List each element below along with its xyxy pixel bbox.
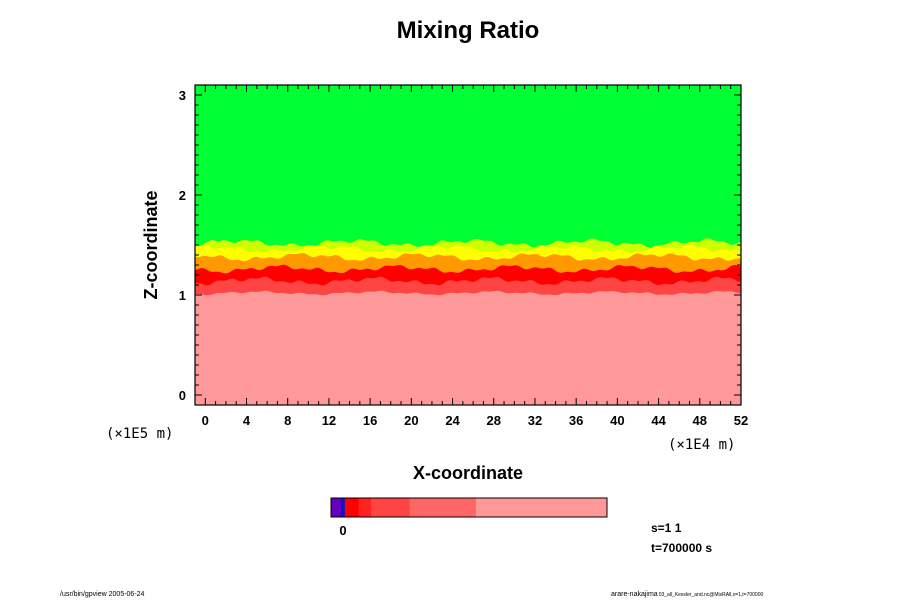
layer-lower <box>195 290 741 405</box>
colorbar-segment <box>475 498 608 517</box>
colorbar-segment <box>358 498 372 517</box>
x-tick-label: 20 <box>404 413 418 428</box>
colorbar-segment <box>371 498 411 517</box>
x-tick-label: 52 <box>734 413 748 428</box>
x-tick-label: 44 <box>651 413 666 428</box>
x-tick-label: 32 <box>528 413 542 428</box>
x-tick-label: 16 <box>363 413 377 428</box>
x-tick-label: 36 <box>569 413 583 428</box>
x-axis-title: X-coordinate <box>413 463 523 483</box>
footer-left: /usr/bin/gpview 2005-06-24 <box>60 591 145 598</box>
time-label: t=700000 s <box>651 541 712 555</box>
footer-right-small: 03_all_Kessler_and.nc@MixRAll,x=1,t=7000… <box>659 592 764 598</box>
y-tick-label: 1 <box>179 288 186 303</box>
y-tick-label: 3 <box>179 88 186 103</box>
colorbar <box>330 497 608 518</box>
colorbar-segment <box>331 498 342 517</box>
y-axis-title: Z-coordinate <box>141 190 161 299</box>
x-tick-label: 48 <box>693 413 707 428</box>
field-layers <box>195 85 741 405</box>
x-tick-label: 28 <box>487 413 501 428</box>
y-tick-label: 2 <box>179 188 186 203</box>
step-label: s=1 1 <box>651 521 682 535</box>
colorbar-label: 0 <box>339 523 346 538</box>
y-scale-label: (×1E5 m) <box>106 426 173 442</box>
footer-right-main: arare-nakajima <box>611 591 658 598</box>
x-tick-label: 12 <box>322 413 336 428</box>
x-tick-label: 24 <box>445 413 460 428</box>
x-scale-label: (×1E4 m) <box>668 437 735 453</box>
colorbar-frame <box>330 497 608 518</box>
x-tick-label: 0 <box>202 413 209 428</box>
y-tick-label: 0 <box>179 388 186 403</box>
x-tick-label: 40 <box>610 413 624 428</box>
x-tick-label: 8 <box>284 413 291 428</box>
colorbar-segment <box>344 498 360 517</box>
colorbar-segment <box>340 498 346 517</box>
x-tick-label: 4 <box>243 413 251 428</box>
chart-title: Mixing Ratio <box>397 17 540 44</box>
footer-right: arare-nakajima03_all_Kessler_and.nc@MixR… <box>611 591 763 598</box>
colorbar-segment <box>409 498 477 517</box>
